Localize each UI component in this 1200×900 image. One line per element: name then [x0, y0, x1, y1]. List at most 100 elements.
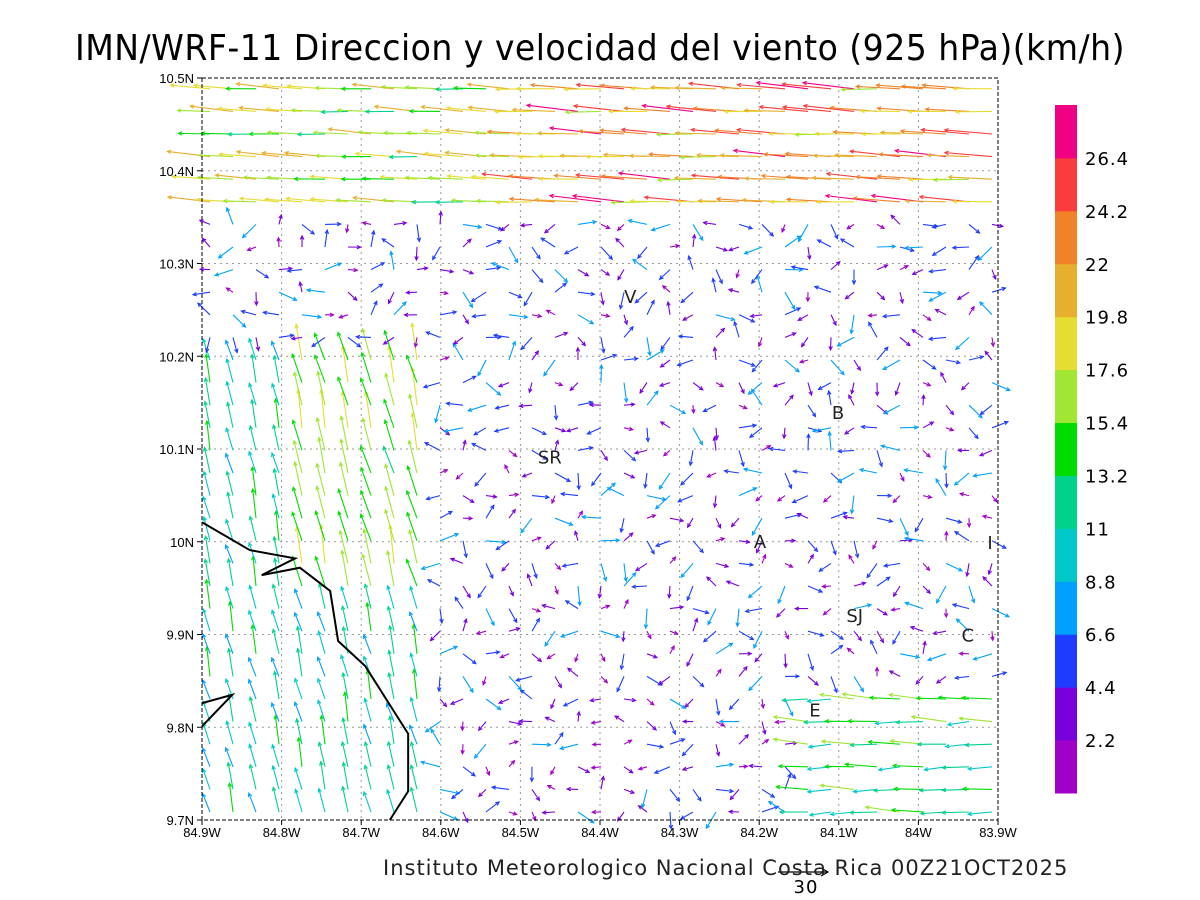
- wind-arrow: [238, 196, 280, 203]
- wind-vectors: [166, 80, 1011, 830]
- wind-arrow: [964, 742, 993, 748]
- wind-arrow: [292, 371, 303, 406]
- wind-arrow: [508, 585, 514, 597]
- wind-arrow: [958, 651, 970, 656]
- wind-arrow: [564, 109, 602, 115]
- wind-arrow: [452, 85, 487, 91]
- wind-arrow: [623, 697, 637, 703]
- wind-arrow: [600, 563, 608, 582]
- wind-arrow: [811, 427, 832, 433]
- wind-arrow: [821, 584, 832, 589]
- wind-arrow: [877, 766, 901, 772]
- wind-arrow: [646, 630, 652, 640]
- wind-arrow: [529, 82, 579, 90]
- wind-arrow: [600, 676, 609, 684]
- wind-arrow: [422, 128, 464, 135]
- wind-arrow: [580, 514, 602, 520]
- wind-arrow: [537, 153, 579, 159]
- wind-arrow: [508, 449, 518, 458]
- wind-arrow: [684, 698, 694, 709]
- wind-arrow: [991, 382, 1011, 392]
- colorbar-label: 2.2: [1085, 731, 1117, 752]
- wind-arrow: [827, 430, 832, 451]
- wind-arrow: [266, 130, 303, 135]
- wind-arrow: [634, 562, 648, 572]
- wind-arrow: [669, 721, 677, 736]
- wind-arrow: [255, 269, 270, 279]
- wind-arrow: [531, 563, 538, 580]
- y-tick-label: 10N: [170, 535, 194, 550]
- wind-arrow: [420, 562, 441, 571]
- wind-arrow: [943, 608, 949, 619]
- wind-arrow: [654, 495, 671, 510]
- wind-arrow: [226, 401, 234, 428]
- wind-arrow: [784, 538, 797, 543]
- wind-arrow: [769, 199, 809, 205]
- y-tick-label: 9.7N: [167, 813, 194, 828]
- wind-arrow: [574, 653, 579, 663]
- wind-arrow: [784, 332, 797, 338]
- wind-arrow: [623, 598, 629, 609]
- wind-arrow: [952, 86, 993, 91]
- wind-arrow: [735, 608, 740, 628]
- wind-arrow: [639, 382, 648, 395]
- wind-arrow: [830, 314, 837, 327]
- wind-arrow: [755, 495, 763, 502]
- wind-arrow: [743, 108, 786, 113]
- wind-arrow: [903, 245, 924, 251]
- wind-arrow: [235, 81, 280, 90]
- wind-arrow: [623, 739, 633, 745]
- coastline-segment: [201, 692, 236, 728]
- wind-arrow: [338, 529, 349, 564]
- wind-arrow: [313, 332, 326, 361]
- wind-arrow: [590, 809, 602, 815]
- wind-arrow: [485, 563, 494, 580]
- wind-arrow: [301, 314, 323, 319]
- wind-arrow: [874, 721, 901, 726]
- wind-arrow: [554, 517, 574, 526]
- wind-arrow: [876, 346, 889, 361]
- wind-arrow: [384, 508, 395, 541]
- wind-arrow: [337, 510, 349, 541]
- wind-arrow: [922, 314, 932, 322]
- wind-arrow: [293, 587, 303, 609]
- wind-arrow: [242, 175, 280, 180]
- wind-arrow: [784, 772, 792, 790]
- wind-arrow: [360, 351, 372, 383]
- wind-arrow: [643, 195, 694, 203]
- wind-arrow: [543, 223, 556, 234]
- wind-arrow: [908, 177, 947, 182]
- x-tick-label: 84.1W: [820, 825, 858, 840]
- wind-arrow: [395, 149, 441, 158]
- wind-arrow: [294, 766, 303, 790]
- wind-arrow: [248, 609, 257, 632]
- wind-arrow: [248, 695, 257, 722]
- colorbar-label: 24.2: [1085, 202, 1129, 223]
- wind-arrow: [404, 175, 441, 180]
- wind-arrow: [548, 193, 602, 203]
- wind-arrow: [317, 436, 326, 474]
- wind-arrow: [354, 151, 395, 158]
- wind-arrow: [691, 233, 697, 248]
- wind-arrow: [991, 608, 1011, 618]
- wind-arrow: [707, 608, 717, 626]
- wind-arrow: [784, 674, 801, 679]
- wind-arrow: [429, 630, 441, 642]
- wind-arrow: [271, 764, 280, 790]
- wind-arrow: [807, 743, 832, 749]
- wind-arrow: [545, 309, 556, 316]
- wind-arrow: [853, 676, 865, 693]
- wind-arrow: [697, 198, 740, 204]
- wind-arrow: [727, 288, 740, 293]
- wind-arrow: [541, 603, 556, 610]
- wind-arrow: [776, 495, 786, 502]
- wind-arrow: [474, 472, 487, 487]
- city-label: A: [754, 532, 767, 553]
- wind-arrow: [658, 675, 671, 686]
- wind-arrow: [201, 747, 211, 768]
- wind-arrow: [747, 585, 763, 599]
- wind-arrow: [618, 292, 625, 310]
- wind-arrow: [634, 291, 648, 304]
- wind-arrow: [410, 412, 418, 451]
- wind-arrow: [439, 469, 449, 474]
